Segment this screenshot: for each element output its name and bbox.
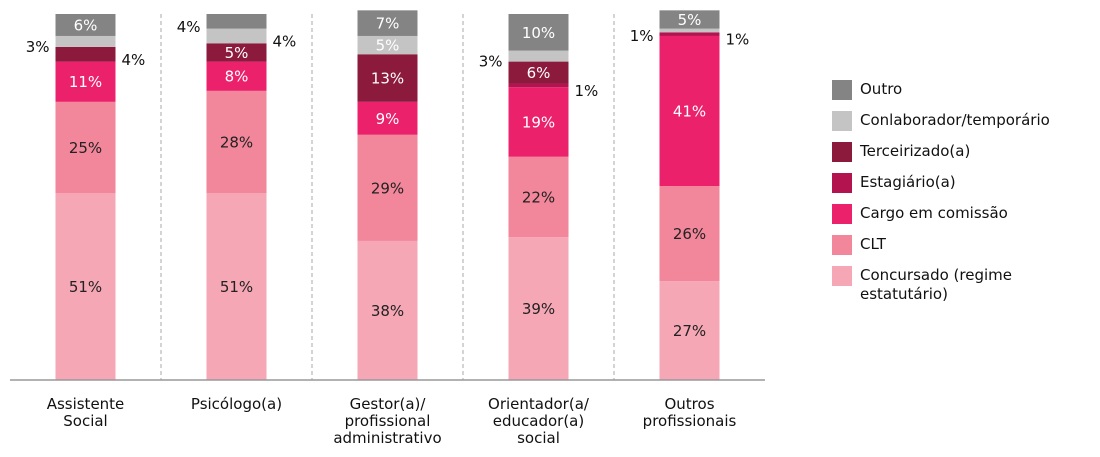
data-label: 6% — [527, 64, 551, 82]
data-label: 5% — [376, 37, 400, 55]
legend-swatch — [832, 235, 852, 255]
data-label: 8% — [225, 68, 249, 86]
legend-swatch — [832, 142, 852, 162]
data-label: 3% — [26, 38, 50, 56]
data-label: 28% — [220, 134, 253, 152]
data-label: 13% — [371, 70, 404, 88]
legend-label: CLT — [860, 235, 886, 253]
data-label: 4% — [273, 32, 297, 50]
bar-segment — [357, 54, 418, 102]
bar-segment — [357, 240, 418, 380]
bar-segment — [357, 35, 418, 55]
legend-label: Terceirizado(a) — [860, 142, 971, 160]
bar-segment — [206, 28, 267, 44]
bar-segment — [508, 237, 569, 380]
bar-segment — [55, 35, 116, 47]
data-label: 38% — [371, 302, 404, 320]
bar-segment — [206, 90, 267, 194]
data-label: 26% — [673, 225, 706, 243]
legend-label: Outro — [860, 80, 903, 98]
bar-segment — [659, 186, 720, 282]
legend-swatch — [832, 204, 852, 224]
legend-item: CLT — [832, 235, 1100, 255]
legend-item: Concursado (regime estatutário) — [832, 266, 1100, 304]
data-label: 5% — [225, 44, 249, 62]
data-label: 5% — [678, 11, 702, 29]
bar-segment — [508, 50, 569, 62]
bar-segment — [206, 193, 267, 380]
data-label: 39% — [522, 300, 555, 318]
bar-segment — [508, 87, 569, 157]
legend-swatch — [832, 173, 852, 193]
plot-area: 51% 25% 11% 4% 3% 6% 51% 28% 8% 5% 4% 4% 38% 29% 9% 13%… — [10, 10, 765, 381]
legend-swatch — [832, 111, 852, 131]
data-label: 6% — [74, 16, 98, 34]
bar-segment — [659, 28, 720, 33]
bar-segment — [206, 61, 267, 91]
x-tick-label: Psicólogo(a) — [190, 395, 283, 413]
data-label: 41% — [673, 102, 706, 120]
data-label: 27% — [673, 322, 706, 340]
legend-item: Conlaborador/temporário — [832, 111, 1100, 131]
bar-segment — [508, 83, 569, 88]
legend-item: Terceirizado(a) — [832, 142, 1100, 162]
bar-segment — [206, 14, 267, 29]
x-tick-label: Outros profissionais — [642, 395, 737, 430]
bar-segment — [357, 101, 418, 135]
data-label: 4% — [177, 18, 201, 36]
bar-segment — [508, 61, 569, 84]
data-label: 1% — [726, 31, 750, 49]
bar-segment — [206, 43, 267, 62]
data-label: 51% — [69, 278, 102, 296]
bar-segment — [659, 281, 720, 380]
bar-segment — [55, 193, 116, 380]
bar-segment — [659, 10, 720, 29]
bar-segment — [508, 14, 569, 51]
data-label: 1% — [575, 82, 599, 100]
bar-segment — [659, 32, 720, 36]
data-label: 4% — [122, 51, 146, 69]
legend-swatch — [832, 266, 852, 286]
legend-item: Estagiário(a) — [832, 173, 1100, 193]
legend-label: Conlaborador/temporário — [860, 111, 1050, 129]
data-label: 29% — [371, 179, 404, 197]
bar-segment — [357, 134, 418, 241]
legend-label: Concursado (regime estatutário) — [860, 266, 1012, 303]
x-tick-label: Gestor(a)/ profissional administrativo — [333, 395, 442, 447]
bar-segment — [508, 156, 569, 238]
legend-item: Outro — [832, 80, 1100, 100]
legend-label: Estagiário(a) — [860, 173, 956, 191]
data-label: 51% — [220, 278, 253, 296]
bar-segment — [55, 101, 116, 194]
data-label: 9% — [376, 110, 400, 128]
bar-segment — [55, 46, 116, 62]
data-label: 22% — [522, 189, 555, 207]
data-label: 25% — [69, 139, 102, 157]
bar-segment — [659, 35, 720, 187]
data-label: 19% — [522, 113, 555, 131]
x-tick-label: Assistente Social — [46, 395, 125, 430]
data-label: 3% — [479, 53, 503, 71]
bar-segment — [357, 10, 418, 36]
data-label: 7% — [376, 15, 400, 33]
bar-segment — [55, 14, 116, 36]
bar-segment — [55, 61, 116, 102]
legend-label: Cargo em comissão — [860, 204, 1008, 222]
legend-item: Cargo em comissão — [832, 204, 1100, 224]
data-label: 11% — [69, 73, 102, 91]
data-label: 10% — [522, 24, 555, 42]
data-label: 1% — [630, 27, 654, 45]
x-tick-label: Orientador(a/ educador(a) social — [488, 395, 589, 447]
legend-swatch — [832, 80, 852, 100]
